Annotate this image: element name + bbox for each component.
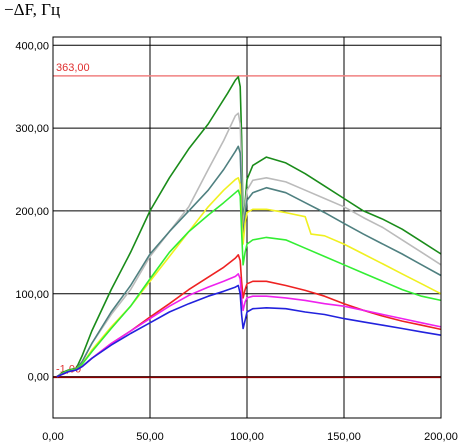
series-line-3 [56,145,442,378]
y-tick-label: 200,00 [15,206,49,218]
y-tick-label: 400,00 [15,40,49,52]
y-tick-label: 100,00 [15,289,49,301]
reference-line-label: 363,00 [56,62,90,74]
x-tick-label: 150,00 [327,431,361,443]
series-line-1 [56,76,442,378]
y-tick-label: 0,00 [28,372,49,384]
series-line-8 [56,284,442,378]
y-axis-label: −ΔF, Гц [4,0,61,19]
y-tick-label: 300,00 [15,123,49,135]
plot-frame [52,36,442,419]
series-layer [56,76,442,378]
x-tick-label: 200,00 [424,431,458,443]
tick-labels: 0,00 50,00 100,00 150,00 200,00 0,00 100,00 200… [15,40,457,443]
x-tick-label: 0,00 [42,431,63,443]
series-line-5 [56,189,442,378]
x-tick-label: 50,00 [136,431,164,443]
x-tick-label: 100,00 [230,431,264,443]
reference-lines: 363,00-1,00 [53,62,441,379]
